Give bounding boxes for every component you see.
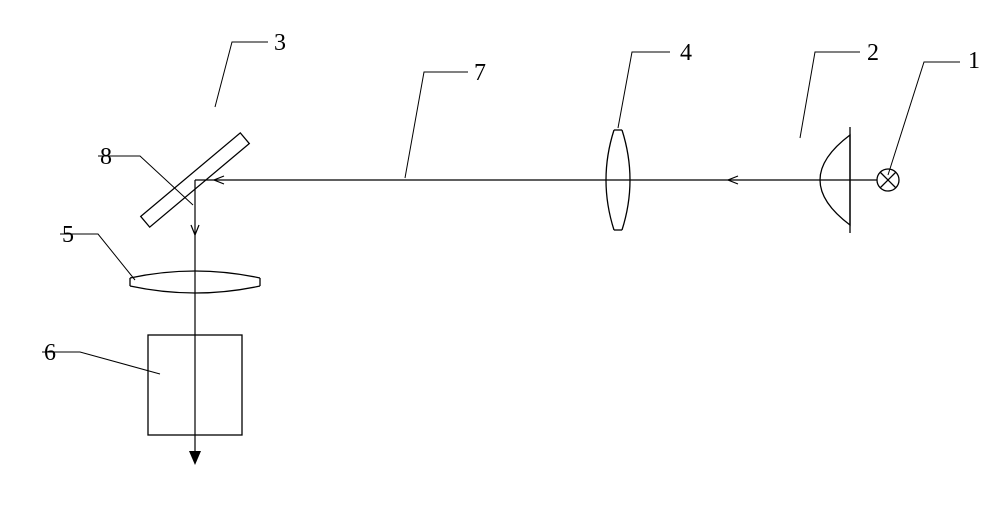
leader-lines: [42, 42, 960, 374]
arrow-down-end: [189, 451, 201, 465]
optical-diagram: [0, 0, 1000, 507]
label-2: 2: [867, 40, 879, 67]
label-8: 8: [100, 144, 112, 171]
label-1: 1: [968, 48, 980, 75]
label-3: 3: [274, 30, 286, 57]
label-7: 7: [474, 60, 486, 87]
label-4: 4: [680, 40, 692, 67]
component-light-source: [877, 169, 899, 191]
label-5: 5: [62, 222, 74, 249]
label-6: 6: [44, 340, 56, 367]
